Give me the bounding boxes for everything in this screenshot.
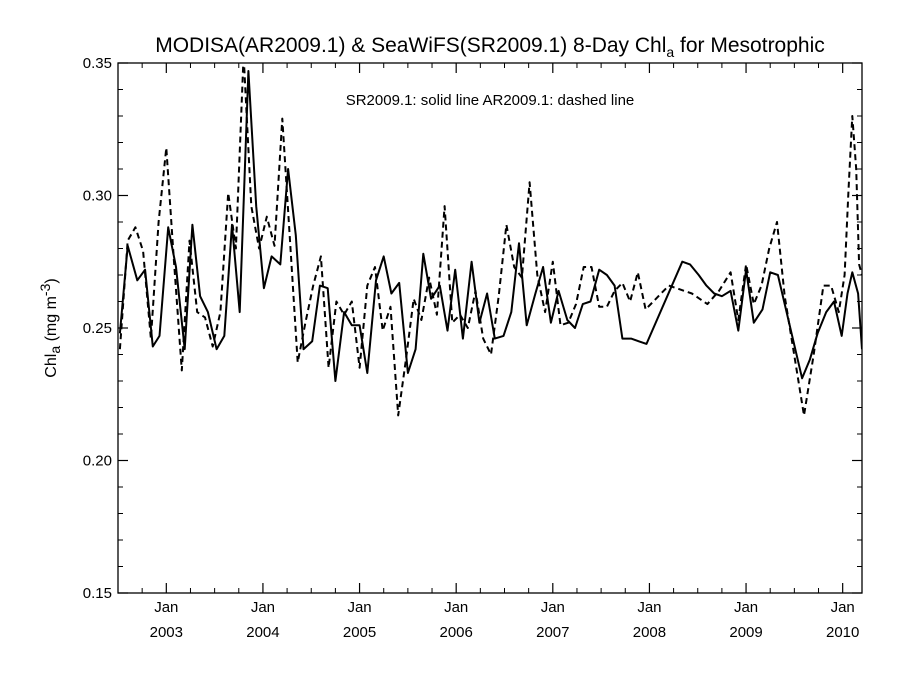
series-legend-note: SR2009.1: solid line AR2009.1: dashed li… [346, 92, 635, 109]
plot-frame [117, 62, 863, 594]
x-tick-label-year: 2009 [729, 624, 762, 641]
y-axis-label-unit-close: ) [43, 278, 60, 283]
y-axis-label-main: Chl [43, 354, 60, 378]
y-axis-label-superscript: -3 [37, 283, 53, 296]
y-tick-label: 0.30 [83, 188, 112, 205]
x-tick-label-month: Jan [444, 599, 468, 616]
x-axis: Jan 2003 Jan 2004 Jan 2005 Jan 2006 Jan 2007 Jan 20… [141, 63, 859, 641]
y-tick-label: 0.20 [83, 453, 112, 470]
x-tick-label-month: Jan [831, 599, 855, 616]
x-tick-label-year: 2004 [246, 624, 279, 641]
chart-title-tail: for Mesotrophic [674, 34, 825, 57]
x-tick-label-year: 2005 [343, 624, 376, 641]
y-axis: 0.15 0.20 0.25 0.30 0.35 [83, 55, 862, 602]
x-tick-label-month: Jan [541, 599, 565, 616]
x-tick-label-month: Jan [637, 599, 661, 616]
y-axis-label-unit: (mg m [43, 296, 60, 346]
series-group [118, 63, 862, 417]
x-tick-label-month: Jan [734, 599, 758, 616]
series-line-dashed [118, 63, 862, 417]
y-axis-label-subscript: a [47, 346, 63, 354]
x-tick-label-month: Jan [251, 599, 275, 616]
x-tick-label-year: 2007 [536, 624, 569, 641]
x-tick-label-year: 2003 [150, 624, 183, 641]
chart-title-subscript: a [666, 44, 674, 60]
y-tick-label: 0.25 [83, 320, 112, 337]
y-tick-label: 0.35 [83, 55, 112, 72]
chart-title-main: MODISA(AR2009.1) & SeaWiFS(SR2009.1) 8-D… [155, 34, 666, 57]
x-tick-label-year: 2006 [439, 624, 472, 641]
chart-title: MODISA(AR2009.1) & SeaWiFS(SR2009.1) 8-D… [155, 34, 825, 60]
x-tick-label-month: Jan [347, 599, 371, 616]
series-line-solid [118, 70, 862, 382]
y-axis-label: Chla (mg m-3) [37, 278, 63, 377]
y-tick-label: 0.15 [83, 585, 112, 602]
x-tick-label-year: 2010 [826, 624, 859, 641]
x-tick-label-year: 2008 [633, 624, 666, 641]
x-tick-label-month: Jan [154, 599, 178, 616]
